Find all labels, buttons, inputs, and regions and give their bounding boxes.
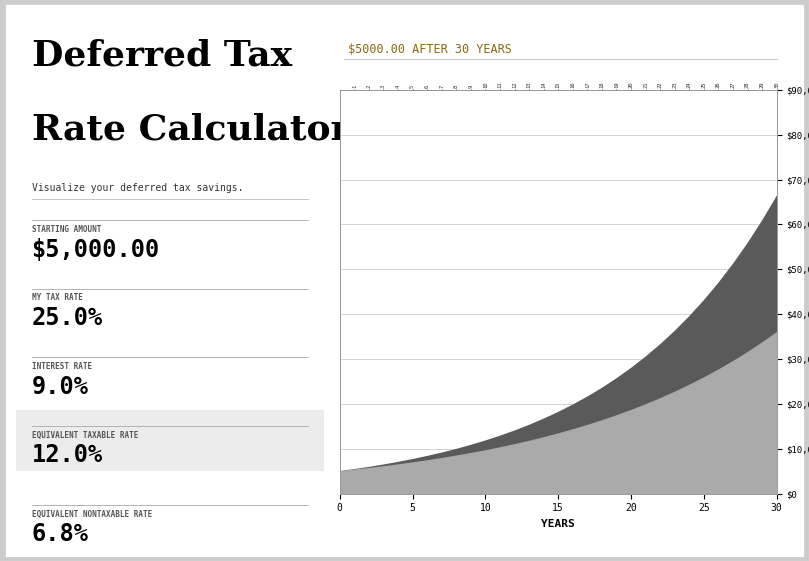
Text: EQUIVALENT NONTAXABLE RATE: EQUIVALENT NONTAXABLE RATE — [32, 510, 152, 519]
FancyBboxPatch shape — [4, 3, 805, 558]
Text: 6.8%: 6.8% — [32, 522, 88, 546]
Text: MY TAX RATE: MY TAX RATE — [32, 293, 83, 302]
Text: 25.0%: 25.0% — [32, 306, 103, 330]
Text: $5000.00 AFTER 30 YEARS: $5000.00 AFTER 30 YEARS — [348, 43, 512, 56]
Text: Visualize your deferred tax savings.: Visualize your deferred tax savings. — [32, 183, 243, 194]
Text: STARTING AMOUNT: STARTING AMOUNT — [32, 225, 101, 234]
Text: Rate Calculator: Rate Calculator — [32, 112, 349, 146]
Text: EQUIVALENT TAXABLE RATE: EQUIVALENT TAXABLE RATE — [32, 431, 138, 440]
Text: 12.0%: 12.0% — [32, 443, 103, 467]
Text: 9.0%: 9.0% — [32, 375, 88, 399]
Text: $5,000.00: $5,000.00 — [32, 238, 160, 261]
Text: Deferred Tax: Deferred Tax — [32, 38, 292, 72]
X-axis label: YEARS: YEARS — [541, 519, 575, 529]
Text: INTEREST RATE: INTEREST RATE — [32, 362, 91, 371]
FancyBboxPatch shape — [16, 410, 324, 471]
